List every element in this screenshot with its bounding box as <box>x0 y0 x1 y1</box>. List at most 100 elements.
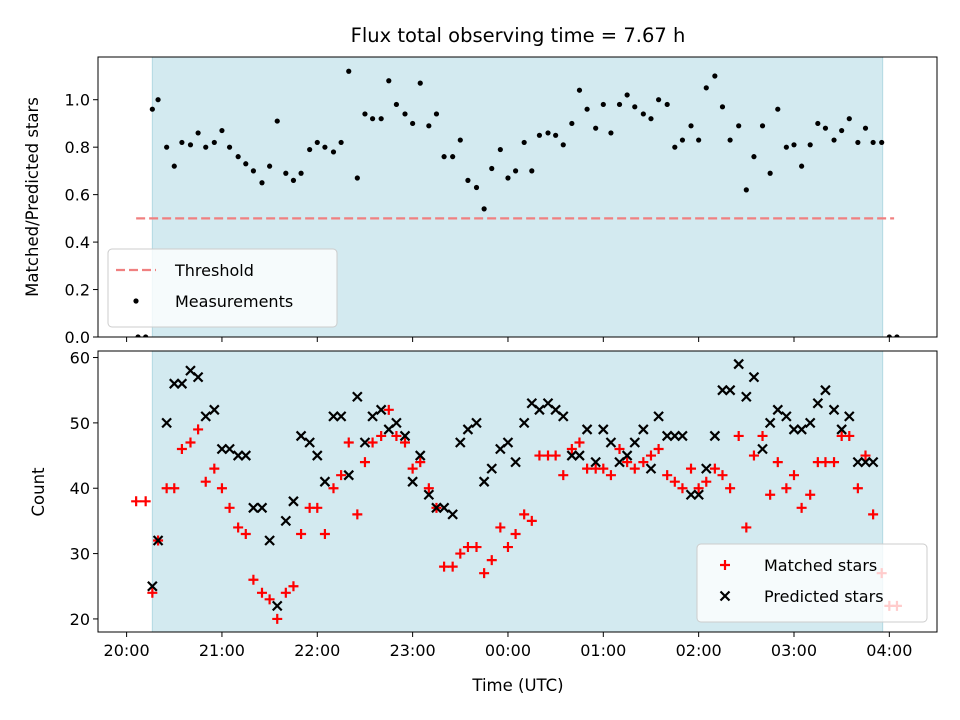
measurement-point <box>322 144 328 150</box>
measurement-point <box>775 106 781 112</box>
predicted-star-point <box>772 404 784 416</box>
x-axis-label: Time (UTC) <box>471 676 563 695</box>
predicted-star-point <box>502 437 514 448</box>
predicted-star-point <box>240 450 252 461</box>
measurement-point <box>259 180 265 186</box>
measurement-point <box>243 161 249 167</box>
x-tick-label: 21:00 <box>199 641 245 660</box>
predicted-star-point <box>804 417 816 429</box>
matched-star-point <box>296 528 307 539</box>
matched-star-point <box>582 463 593 474</box>
matched-star-point <box>447 561 458 572</box>
matched-star-point <box>653 444 664 455</box>
predicted-star-point <box>653 411 664 422</box>
predicted-star-point <box>319 476 331 487</box>
matched-star-point <box>629 463 640 474</box>
matched-star-point <box>526 515 537 526</box>
matched-star-point <box>415 457 426 468</box>
predicted-star-point <box>168 378 180 389</box>
measurement-point <box>457 137 463 143</box>
predicted-star-point <box>152 535 164 546</box>
matched-star-point <box>510 528 521 539</box>
matched-star-point <box>376 430 387 441</box>
measurement-point <box>512 168 519 174</box>
bottom-y-axis-label: Count <box>29 467 48 517</box>
predicted-star-point <box>375 404 387 416</box>
predicted-star-point <box>796 424 807 435</box>
y-tick-label: 0.4 <box>65 233 90 252</box>
matched-star-point <box>645 450 656 461</box>
legend: Matched stars Predicted stars <box>696 543 928 623</box>
predicted-star-point <box>621 450 633 461</box>
measurement-point <box>290 177 297 183</box>
predicted-star-point <box>288 496 299 507</box>
predicted-star-point <box>867 456 879 468</box>
measurement-point <box>155 97 161 103</box>
predicted-star-point <box>693 489 704 501</box>
measurement-point <box>283 170 289 176</box>
matched-star-point <box>169 483 180 494</box>
chart-title: Flux total observing time = 7.67 h <box>351 24 686 47</box>
predicted-star-point <box>581 424 593 435</box>
measurement-point <box>569 120 575 127</box>
measurement-point <box>450 154 456 160</box>
matched-star-point <box>788 470 799 481</box>
measurement-point <box>712 73 718 79</box>
measurement-point <box>149 106 155 112</box>
x-tick-label: 02:00 <box>676 641 722 660</box>
matched-star-point <box>462 542 473 553</box>
predicted-star-point <box>147 580 158 592</box>
predicted-star-point <box>264 535 275 546</box>
predicted-star-point <box>352 391 363 403</box>
predicted-star-point <box>669 430 681 442</box>
measurement-point <box>696 137 702 143</box>
measurement-point <box>338 139 344 146</box>
measurement-point <box>211 139 217 146</box>
measurement-point <box>783 144 789 150</box>
predicted-star-point <box>447 509 458 520</box>
predicted-star-point <box>852 456 864 468</box>
measurement-point <box>839 127 845 134</box>
measurement-point <box>767 170 773 176</box>
measurement-point <box>894 334 900 337</box>
measurement-point <box>250 168 257 174</box>
matched-star-point <box>328 483 339 494</box>
predicted-star-point <box>518 417 530 429</box>
measurement-point <box>203 144 209 150</box>
y-tick-label: 0.6 <box>65 186 90 205</box>
predicted-star-point <box>399 430 411 442</box>
matched-star-point <box>486 555 497 566</box>
predicted-star-point <box>391 417 402 429</box>
series-measurements <box>135 68 900 337</box>
predicted-star-point <box>598 424 609 435</box>
matched-star-point <box>852 483 863 494</box>
legend-label: Predicted stars <box>764 587 884 606</box>
measurement-point <box>307 146 313 153</box>
predicted-star-point <box>280 515 292 527</box>
measurement-point <box>862 125 869 131</box>
y-tick-label: 0.8 <box>65 138 90 157</box>
predicted-star-point <box>438 502 450 514</box>
matched-star-point <box>200 476 211 487</box>
matched-star-point <box>566 444 577 455</box>
matched-star-point <box>233 522 244 533</box>
matched-star-point <box>662 470 673 481</box>
measurement-point <box>378 116 384 122</box>
measurement-point <box>846 116 852 122</box>
x-tick-label: 22:00 <box>294 641 340 660</box>
matched-star-point <box>423 483 434 494</box>
matched-star-point <box>605 470 616 481</box>
matched-star-point <box>248 574 259 585</box>
predicted-star-point <box>304 437 315 448</box>
x-tick-label: 23:00 <box>390 641 436 660</box>
measurement-point <box>664 101 670 108</box>
predicted-star-point <box>836 424 847 435</box>
predicted-star-point <box>741 391 752 403</box>
count-panel: 20 30 40 50 60 20:00 21:00 22:00 23:00 00:00 01:00… <box>70 349 938 660</box>
predicted-star-point <box>733 358 744 370</box>
predicted-star-point <box>510 456 521 468</box>
measurement-point <box>465 177 471 183</box>
predicted-star-point <box>471 417 482 429</box>
matched-star-point <box>701 476 712 487</box>
matched-star-point <box>264 594 275 605</box>
